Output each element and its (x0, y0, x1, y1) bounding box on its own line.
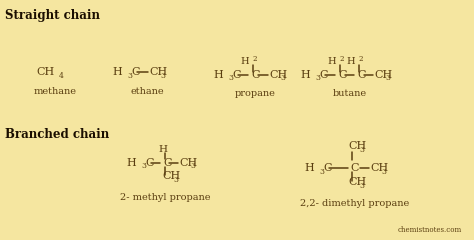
Text: CH: CH (149, 67, 167, 77)
Text: 3: 3 (190, 162, 195, 170)
Text: C: C (357, 70, 365, 80)
Text: chemistnotes.com: chemistnotes.com (398, 226, 462, 234)
Text: 3: 3 (359, 145, 364, 154)
Text: 3: 3 (319, 168, 324, 175)
Text: CH: CH (370, 163, 388, 173)
Text: 3: 3 (315, 74, 320, 83)
Text: CH: CH (179, 158, 197, 168)
Text: Straight chain: Straight chain (5, 9, 100, 22)
Text: CH: CH (348, 141, 366, 151)
Text: H: H (126, 158, 136, 168)
Text: H: H (304, 163, 314, 173)
Text: H: H (158, 144, 167, 154)
Text: CH: CH (37, 67, 55, 77)
Text: C: C (163, 158, 172, 168)
Text: methane: methane (34, 86, 76, 96)
Text: Branched chain: Branched chain (5, 128, 109, 141)
Text: 3: 3 (160, 72, 165, 79)
Text: 3: 3 (141, 162, 146, 170)
Text: 2- methyl propane: 2- methyl propane (120, 193, 210, 203)
Text: C: C (351, 163, 359, 173)
Text: 3: 3 (173, 175, 178, 184)
Text: H: H (112, 67, 122, 77)
Text: C: C (323, 163, 331, 173)
Text: butane: butane (333, 89, 367, 97)
Text: C: C (251, 70, 259, 80)
Text: H: H (328, 58, 336, 66)
Text: ethane: ethane (130, 86, 164, 96)
Text: CH: CH (374, 70, 392, 80)
Text: 2: 2 (340, 55, 345, 63)
Text: CH: CH (348, 177, 366, 187)
Text: C: C (338, 70, 346, 80)
Text: 3: 3 (280, 74, 285, 83)
Text: 4: 4 (59, 72, 64, 80)
Text: propane: propane (235, 89, 275, 97)
Text: C: C (131, 67, 139, 77)
Text: 3: 3 (381, 168, 386, 175)
Text: CH: CH (162, 171, 180, 181)
Text: 3: 3 (228, 74, 233, 83)
Text: H: H (346, 58, 355, 66)
Text: H: H (300, 70, 310, 80)
Text: 3: 3 (359, 181, 364, 190)
Text: C: C (319, 70, 328, 80)
Text: C: C (145, 158, 154, 168)
Text: 2,2- dimethyl propane: 2,2- dimethyl propane (301, 198, 410, 208)
Text: C: C (232, 70, 240, 80)
Text: 3: 3 (385, 74, 390, 83)
Text: CH: CH (269, 70, 287, 80)
Text: 3: 3 (127, 72, 132, 79)
Text: H: H (213, 70, 223, 80)
Text: 2: 2 (253, 55, 257, 63)
Text: 2: 2 (359, 55, 364, 63)
Text: H: H (240, 58, 249, 66)
